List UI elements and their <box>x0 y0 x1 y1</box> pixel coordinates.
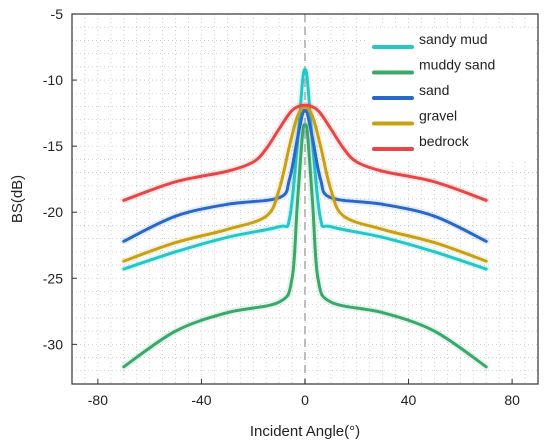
x-tick-label: 0 <box>301 392 309 408</box>
series-line-muddy-sand <box>122 123 488 369</box>
x-tick-label: 40 <box>401 392 417 408</box>
series-line-sand <box>122 108 488 243</box>
x-axis-label: Incident Angle(°) <box>250 423 360 440</box>
x-tick-label: -80 <box>88 392 108 408</box>
x-axis-ticks: -80 -40 0 40 80 <box>88 379 520 408</box>
x-tick-label: -40 <box>191 392 211 408</box>
y-tick-label: -15 <box>43 138 63 154</box>
legend: sandy mud muddy sand sand gravel bedrock <box>366 28 534 160</box>
y-tick-label: -20 <box>43 204 63 220</box>
series-line-bedrock <box>122 103 488 202</box>
y-tick-label: -30 <box>43 336 63 352</box>
legend-label: muddy sand <box>419 57 495 73</box>
x-tick-label: 80 <box>504 392 520 408</box>
y-axis-label: BS(dB) <box>9 175 26 223</box>
legend-label: gravel <box>419 108 457 124</box>
y-tick-label: -25 <box>43 270 63 286</box>
series-line-sandy-mud <box>122 68 488 271</box>
legend-label: bedrock <box>419 133 470 149</box>
legend-background <box>366 28 534 160</box>
legend-label: sand <box>419 82 449 98</box>
series-lines <box>120 66 490 371</box>
y-axis-ticks: -5 -10 -15 -20 -25 -30 <box>43 6 77 352</box>
y-tick-label: -5 <box>51 6 64 22</box>
y-tick-label: -10 <box>43 72 63 88</box>
legend-label: sandy mud <box>419 31 487 47</box>
